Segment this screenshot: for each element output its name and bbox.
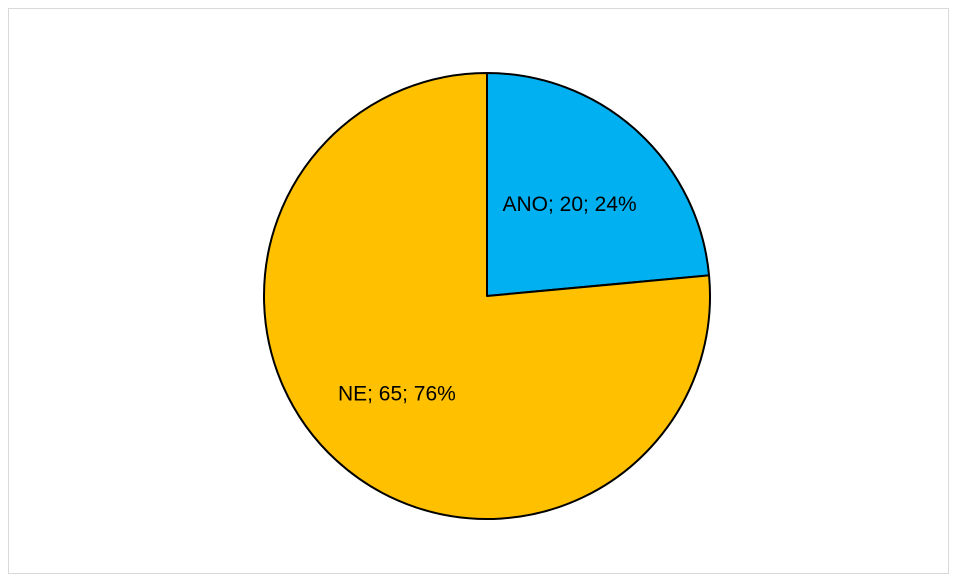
pie-slice-ne (263, 72, 711, 520)
data-label-ne: NE; 65; 76% (338, 382, 456, 405)
pie-labels: ANO; 20; 24% NE; 65; 76% (338, 193, 637, 406)
data-label-ano: ANO; 20; 24% (502, 193, 636, 216)
pie-slice-ano (486, 72, 711, 297)
pie-slices (263, 72, 711, 520)
